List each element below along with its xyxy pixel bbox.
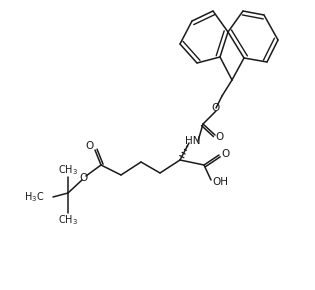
Text: H$_3$C: H$_3$C [24, 190, 44, 204]
Text: HN: HN [185, 136, 201, 146]
Text: CH$_3$: CH$_3$ [58, 163, 78, 177]
Text: O: O [212, 103, 220, 113]
Text: O: O [86, 141, 94, 151]
Text: O: O [221, 149, 229, 159]
Text: CH$_3$: CH$_3$ [58, 213, 78, 227]
Text: OH: OH [212, 177, 228, 187]
Text: O: O [80, 173, 88, 183]
Text: O: O [216, 132, 224, 142]
